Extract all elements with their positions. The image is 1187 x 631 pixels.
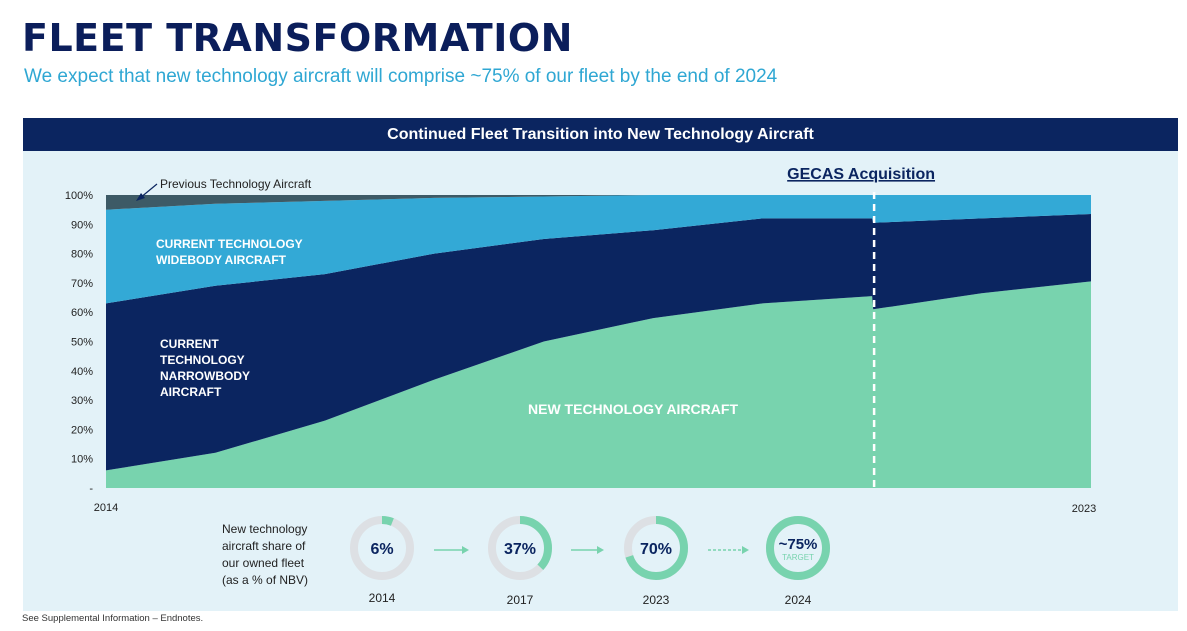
panel-title: Continued Fleet Transition into New Tech… xyxy=(23,118,1178,151)
donut-year: 2014 xyxy=(369,591,396,605)
donut-value: 37% xyxy=(504,541,536,558)
y-tick-label: 20% xyxy=(71,424,93,436)
area-series-3 xyxy=(106,195,1091,304)
y-tick-label: 60% xyxy=(71,307,93,319)
arrow-2023-2024-head xyxy=(742,546,749,554)
y-tick-label: 40% xyxy=(71,366,93,378)
share-caption-line1: New technology xyxy=(222,522,307,536)
donut-value: ~75% xyxy=(779,536,818,553)
donut-year: 2023 xyxy=(643,593,670,607)
x-tick-end: 2023 xyxy=(1072,503,1096,515)
donut-arrows xyxy=(434,546,749,554)
y-tick-label: 10% xyxy=(71,454,93,466)
narrowbody-label-line2: TECHNOLOGY xyxy=(160,353,245,367)
narrowbody-label-line4: AIRCRAFT xyxy=(160,385,222,399)
y-tick-label: 80% xyxy=(71,249,93,261)
area-series-2 xyxy=(106,214,1091,471)
arrow-2014-2017-head xyxy=(462,546,469,554)
y-tick-label: 100% xyxy=(65,190,93,202)
donut-value: 6% xyxy=(370,541,393,558)
fleet-chart: - 10% 20% 30% 40% 50% 60% 70% 80% 90% 100% 2014 20… xyxy=(65,166,1096,607)
donut-2024: ~75%TARGET 2024 xyxy=(766,516,830,607)
chart-areas xyxy=(106,195,1091,488)
widebody-label-line2: WIDEBODY AIRCRAFT xyxy=(156,253,287,267)
share-caption-line2: aircraft share of xyxy=(222,539,306,553)
donut-fill xyxy=(350,516,414,580)
narrowbody-label-line1: CURRENT xyxy=(160,337,219,351)
x-tick-start: 2014 xyxy=(94,502,118,514)
donut-2023: 70% 2023 xyxy=(624,516,688,607)
y-tick-label: 50% xyxy=(71,337,93,349)
donut-year: 2024 xyxy=(785,593,812,607)
donut-2017: 37% 2017 xyxy=(488,516,552,607)
narrowbody-label-line3: NARROWBODY xyxy=(160,369,250,383)
donut-year: 2017 xyxy=(507,593,534,607)
page-subtitle: We expect that new technology aircraft w… xyxy=(24,66,778,87)
y-tick-label: 30% xyxy=(71,395,93,407)
nbv-share-donuts: 6% 2014 37% 2017 70% 2023 ~75%TARGET 2024 xyxy=(350,516,830,607)
page-title: FLEET TRANSFORMATION xyxy=(22,16,573,60)
area-series-1 xyxy=(106,281,1091,488)
y-tick-label: 90% xyxy=(71,219,93,231)
arrow-2017-2023-head xyxy=(597,546,604,554)
y-tick-label: - xyxy=(89,483,93,495)
donut-fill xyxy=(766,516,830,580)
donut-fill xyxy=(624,516,688,580)
donut-subtitle: TARGET xyxy=(782,553,814,562)
share-caption-line3: our owned fleet xyxy=(222,556,305,570)
donut-value: 70% xyxy=(640,541,672,558)
y-tick-label: 70% xyxy=(71,278,93,290)
share-caption-line4: (as a % of NBV) xyxy=(222,573,308,587)
previous-tech-arrow-head xyxy=(136,193,145,201)
newtech-area-label: NEW TECHNOLOGY AIRCRAFT xyxy=(528,401,738,417)
x-axis: 2014 2023 xyxy=(94,502,1096,515)
donut-2014: 6% 2014 xyxy=(350,516,414,605)
chart-panel: Continued Fleet Transition into New Tech… xyxy=(23,118,1178,611)
y-axis: - 10% 20% 30% 40% 50% 60% 70% 80% 90% 100% xyxy=(65,190,93,495)
widebody-label-line1: CURRENT TECHNOLOGY xyxy=(156,237,303,251)
footnote: See Supplemental Information – Endnotes. xyxy=(22,613,204,624)
gecas-annotation: GECAS Acquisition xyxy=(787,166,935,183)
area-series-4 xyxy=(106,195,1091,210)
donut-fill xyxy=(488,516,552,580)
previous-tech-label: Previous Technology Aircraft xyxy=(160,177,312,191)
